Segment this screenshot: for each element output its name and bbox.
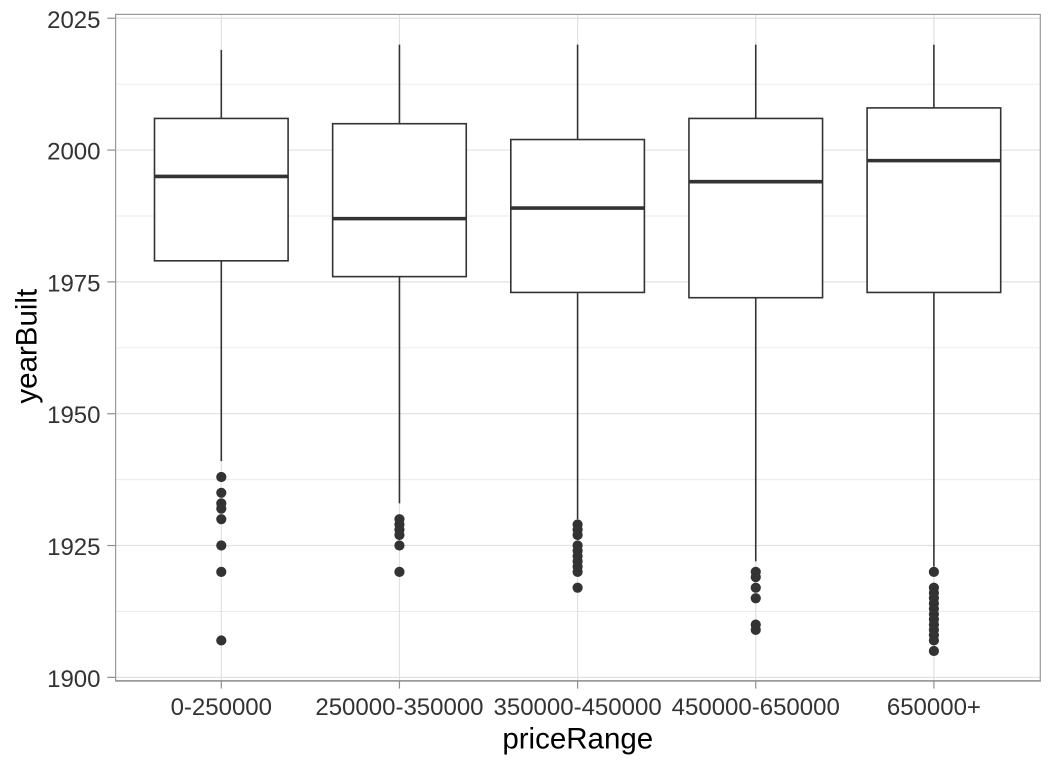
svg-text:250000-350000: 250000-350000 (315, 694, 483, 721)
svg-text:0-250000: 0-250000 (171, 694, 272, 721)
svg-text:450000-650000: 450000-650000 (672, 694, 840, 721)
svg-text:priceRange: priceRange (502, 722, 653, 755)
svg-text:2025: 2025 (47, 7, 100, 34)
svg-text:350000-450000: 350000-450000 (494, 694, 662, 721)
svg-text:650000+: 650000+ (887, 694, 981, 721)
svg-text:1975: 1975 (47, 270, 100, 297)
svg-text:1925: 1925 (47, 534, 100, 561)
svg-text:1900: 1900 (47, 666, 100, 693)
svg-text:yearBuilt: yearBuilt (11, 289, 44, 404)
svg-text:1950: 1950 (47, 402, 100, 429)
svg-text:2000: 2000 (47, 139, 100, 166)
